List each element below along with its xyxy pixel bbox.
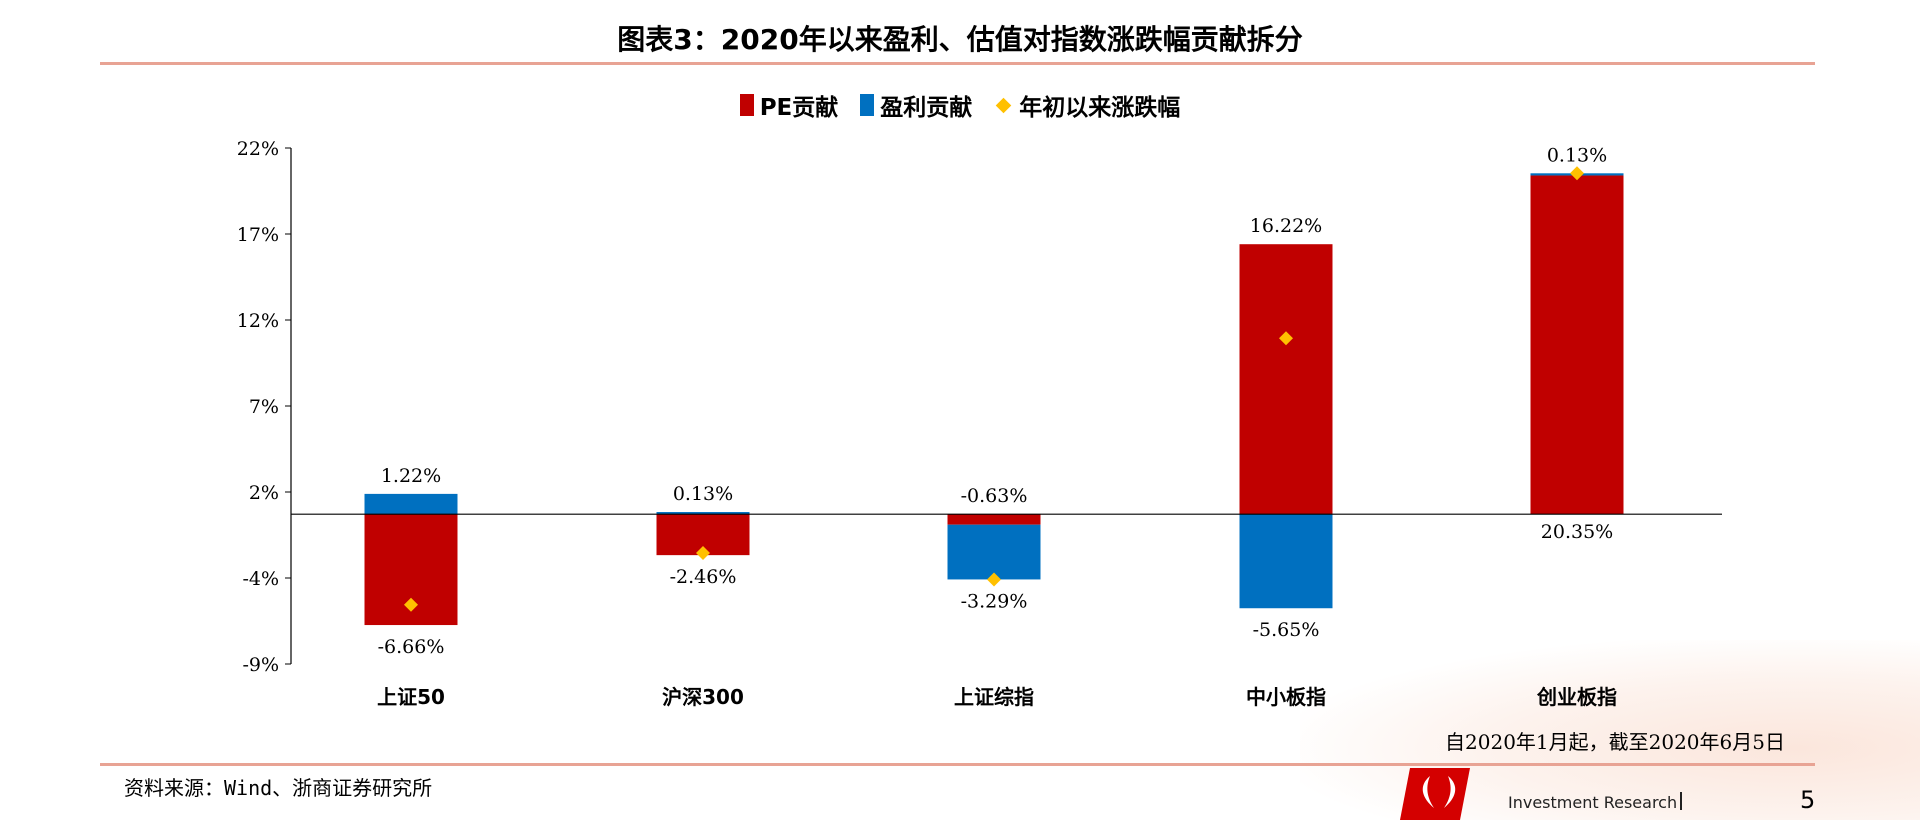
marker-ytd-0 (404, 597, 418, 612)
legend: PE贡献 盈利贡献 年初以来涨跌幅 (0, 88, 1920, 122)
legend-item-ytd: 年初以来涨跌幅 (994, 88, 1180, 122)
data-label-pe-0: -6.66% (378, 636, 445, 658)
bar-earnings-0 (364, 493, 458, 515)
data-label-earnings-1: 0.13% (673, 483, 733, 505)
legend-item-pe: PE贡献 (739, 88, 839, 122)
y-tick-label: 7% (249, 396, 279, 418)
marker-ytd-4 (1570, 166, 1584, 181)
legend-swatch-earnings (860, 94, 875, 116)
bar-pe-4 (1530, 175, 1624, 515)
y-tick-label: 2% (249, 482, 279, 504)
title-divider (100, 62, 1815, 65)
chart-title: 图表3：2020年以来盈利、估值对指数涨跌幅贡献拆分 (617, 23, 1303, 56)
bar-earnings-2 (947, 524, 1041, 580)
page-number: 5 (1800, 786, 1816, 814)
y-tick-label: 17% (237, 224, 279, 246)
data-label-pe-2: -0.63% (961, 485, 1028, 507)
legend-label-earnings: 盈利贡献 (880, 95, 973, 121)
bar-pe-3 (1239, 244, 1333, 515)
legend-label-pe: PE贡献 (759, 95, 839, 121)
brand-text: Investment Research (1508, 793, 1678, 812)
bar-pe-2 (947, 514, 1041, 525)
footer-divider (100, 763, 1815, 766)
background-watermark (1300, 640, 1920, 820)
x-tick-label: 上证50 (377, 685, 445, 709)
y-tick-label: -9% (242, 654, 279, 676)
data-label-earnings-2: -3.29% (961, 590, 1028, 612)
marker-ytd-2 (987, 572, 1001, 587)
source-text: 资料来源：Wind、浙商证券研究所 (124, 776, 433, 800)
company-logo-icon (1400, 768, 1470, 820)
data-label-earnings-4: 0.13% (1547, 144, 1607, 166)
data-label-pe-4: 20.35% (1541, 521, 1613, 543)
marker-ytd-1 (696, 545, 710, 560)
data-label-earnings-3: -5.65% (1253, 619, 1320, 641)
marker-ytd-3 (1279, 331, 1293, 346)
legend-item-earnings: 盈利贡献 (860, 88, 972, 122)
data-label-earnings-0: 1.22% (381, 465, 441, 487)
legend-swatch-pe (739, 94, 754, 116)
bar-earnings-1 (656, 512, 750, 515)
footer-separator (1680, 792, 1682, 810)
y-tick-label: 12% (237, 310, 279, 332)
x-tick-label: 中小板指 (1246, 685, 1326, 709)
x-tick-label: 沪深300 (662, 685, 744, 709)
x-tick-label: 创业板指 (1536, 685, 1617, 709)
y-tick-label: 22% (237, 138, 279, 160)
x-tick-label: 上证综指 (954, 685, 1034, 709)
data-label-pe-1: -2.46% (670, 566, 737, 588)
date-note: 自2020年1月起，截至2020年6月5日 (1445, 730, 1785, 754)
legend-label-ytd: 年初以来涨跌幅 (1019, 95, 1181, 121)
bar-earnings-3 (1239, 514, 1333, 609)
y-tick-label: -4% (242, 568, 279, 590)
data-label-pe-3: 16.22% (1250, 215, 1322, 237)
